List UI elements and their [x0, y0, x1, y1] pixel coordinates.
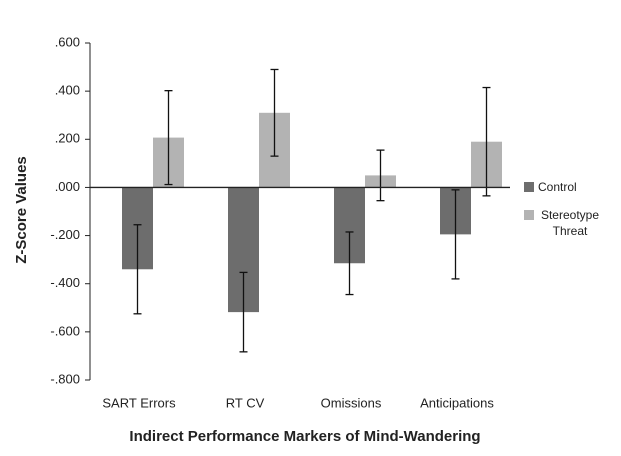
error-bar [164, 90, 173, 186]
error-bar [376, 149, 385, 202]
legend-label: Control [538, 180, 577, 194]
y-tick-label: -.400 [50, 275, 80, 290]
y-tick-label: -.200 [50, 227, 80, 242]
error-bar [345, 231, 354, 296]
y-tick-label: .400 [55, 83, 80, 98]
legend-label: Stereotype Threat [540, 208, 600, 238]
error-bar [270, 68, 279, 157]
y-tick-label: -.600 [50, 323, 80, 338]
x-axis-title: Indirect Performance Markers of Mind-Wan… [129, 428, 480, 445]
x-tick-label: Omissions [321, 395, 382, 410]
y-tick-label: .000 [55, 179, 80, 194]
y-axis-title: Z-Score Values [13, 156, 30, 264]
error-bar [239, 271, 248, 353]
y-tick-label: -.800 [50, 371, 80, 386]
error-bar [133, 224, 142, 315]
x-tick-label: SART Errors [102, 395, 176, 410]
error-bar [451, 189, 460, 280]
y-tick-label: .200 [55, 131, 80, 146]
x-tick-label: Anticipations [420, 395, 494, 410]
y-tick-label: .600 [55, 34, 80, 49]
error-bar [482, 86, 491, 197]
legend-swatch [524, 182, 534, 192]
legend-swatch [524, 210, 534, 220]
x-tick-label: RT CV [226, 395, 265, 410]
